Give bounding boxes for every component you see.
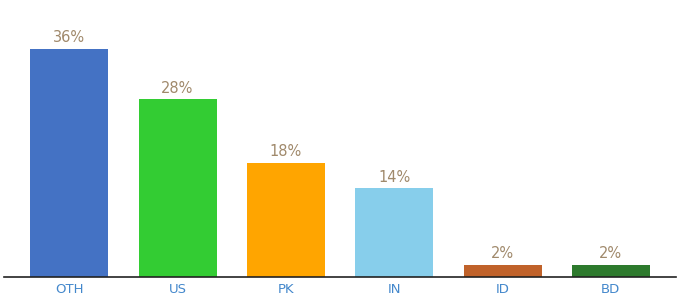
Text: 36%: 36% bbox=[53, 30, 85, 45]
Bar bbox=[464, 265, 541, 277]
Text: 2%: 2% bbox=[491, 246, 514, 261]
Bar bbox=[139, 99, 216, 277]
Text: 18%: 18% bbox=[270, 144, 302, 159]
Bar bbox=[355, 188, 433, 277]
Text: 2%: 2% bbox=[599, 246, 622, 261]
Text: 14%: 14% bbox=[378, 169, 410, 184]
Text: 28%: 28% bbox=[161, 81, 194, 96]
Bar bbox=[572, 265, 650, 277]
Bar bbox=[30, 49, 108, 277]
Bar bbox=[247, 163, 325, 277]
